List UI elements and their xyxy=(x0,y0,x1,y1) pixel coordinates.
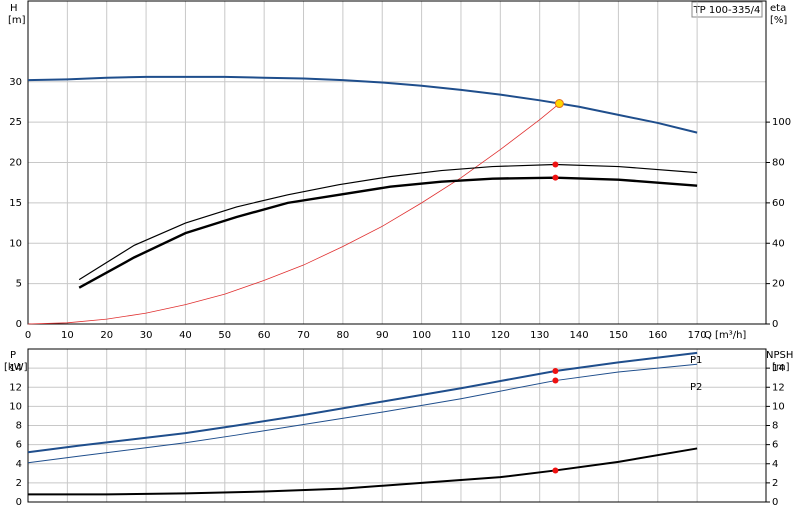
y2-tick-label: 4 xyxy=(772,459,778,470)
legend-p1: P1 xyxy=(690,355,702,366)
curve xyxy=(78,176,698,289)
y2-tick-label: 10 xyxy=(772,401,785,412)
h-label: H xyxy=(10,3,18,14)
x-tick-label: 60 xyxy=(258,330,271,341)
curve xyxy=(28,447,698,496)
operating-point xyxy=(552,377,559,384)
x-tick-label: 130 xyxy=(530,330,549,341)
operating-point xyxy=(552,467,559,474)
y2-tick-label: 100 xyxy=(772,117,791,128)
x-tick-label: 110 xyxy=(451,330,470,341)
eta-unit: [%] xyxy=(770,15,787,26)
operating-point xyxy=(552,161,559,168)
x-tick-label: 90 xyxy=(376,330,389,341)
y2-tick-label: 40 xyxy=(772,238,785,249)
x-tick-label: 20 xyxy=(100,330,113,341)
curve xyxy=(27,351,698,454)
y-tick-label: 0 xyxy=(16,497,22,508)
y-tick-label: 10 xyxy=(9,238,22,249)
y-tick-label: 12 xyxy=(9,382,22,393)
x-tick-label: 120 xyxy=(491,330,510,341)
x-tick-label: 160 xyxy=(648,330,667,341)
y-tick-label: 4 xyxy=(16,459,22,470)
x-tick-label: 10 xyxy=(61,330,74,341)
y2-tick-label: 60 xyxy=(772,198,785,209)
x-tick-label: 50 xyxy=(218,330,231,341)
operating-point xyxy=(552,367,559,374)
curve xyxy=(27,103,560,325)
x-tick-label: 100 xyxy=(412,330,431,341)
x-tick-label: 150 xyxy=(609,330,628,341)
y-tick-label: 5 xyxy=(16,279,22,290)
duty-point xyxy=(554,99,564,109)
y2-tick-label: 0 xyxy=(772,319,778,330)
npsh-unit: [m] xyxy=(772,362,790,373)
y-tick-label: 14 xyxy=(9,363,22,374)
y-tick-label: 2 xyxy=(16,478,22,489)
y-tick-label: 8 xyxy=(16,421,22,432)
x-tick-label: 30 xyxy=(140,330,153,341)
x-tick-label: 170 xyxy=(688,330,707,341)
plot-frame xyxy=(27,0,767,325)
y2-tick-label: 80 xyxy=(772,158,785,169)
y-tick-label: 10 xyxy=(9,401,22,412)
chart-title: TP 100-335/4 xyxy=(693,5,761,16)
eta-label: eta xyxy=(770,3,786,14)
y2-tick-label: 0 xyxy=(772,497,778,508)
curve xyxy=(78,163,698,281)
legend-p2: P2 xyxy=(690,382,702,393)
curve xyxy=(27,75,698,134)
y2-tick-label: 12 xyxy=(772,382,785,393)
x-axis-label: Q [m³/h] xyxy=(704,330,746,341)
p-label: P xyxy=(10,350,16,361)
y2-tick-label: 20 xyxy=(772,279,785,290)
y2-tick-label: 14 xyxy=(772,363,785,374)
y2-tick-label: 8 xyxy=(772,421,778,432)
y2-tick-label: 6 xyxy=(772,440,778,451)
y-tick-label: 0 xyxy=(16,319,22,330)
p-unit: [kW] xyxy=(4,362,28,373)
y2-tick-label: 2 xyxy=(772,478,778,489)
title-box xyxy=(691,1,763,18)
x-tick-label: 40 xyxy=(179,330,192,341)
h-unit: [m] xyxy=(8,15,26,26)
operating-point xyxy=(552,174,559,181)
plot-frame xyxy=(27,348,767,503)
curve xyxy=(27,363,698,464)
y-tick-label: 30 xyxy=(9,77,22,88)
x-tick-label: 80 xyxy=(337,330,350,341)
y-tick-label: 20 xyxy=(9,158,22,169)
x-tick-label: 70 xyxy=(297,330,310,341)
y-tick-label: 15 xyxy=(9,198,22,209)
x-tick-label: 140 xyxy=(569,330,588,341)
x-tick-label: 0 xyxy=(25,330,31,341)
npsh-label: NPSH xyxy=(766,350,793,361)
y-tick-label: 6 xyxy=(16,440,22,451)
y-tick-label: 25 xyxy=(9,117,22,128)
